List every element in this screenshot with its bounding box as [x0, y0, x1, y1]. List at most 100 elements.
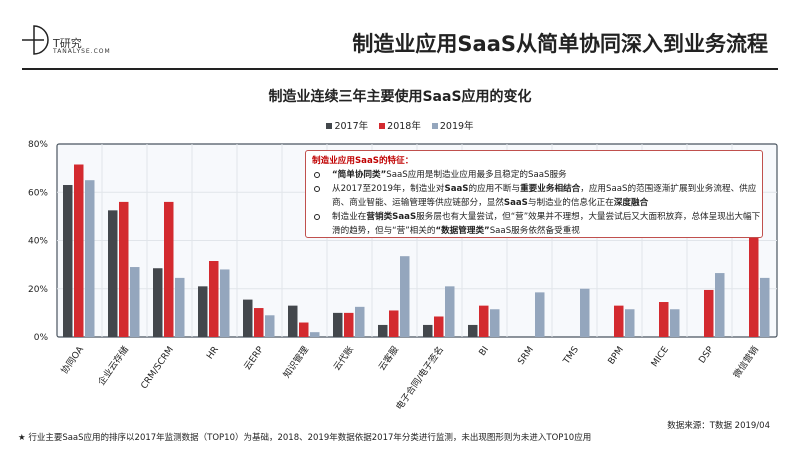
annotation-title: 制造业应用SaaS的特征： — [312, 156, 414, 166]
bar-2019年-HR — [220, 269, 230, 337]
bullet-text: SaaS — [503, 198, 528, 208]
bullet-text: 营销类SaaS — [366, 212, 417, 222]
bar-2017年-云ERP — [243, 299, 253, 337]
annotation-box: 制造业应用SaaS的特征： “简单协同类”SaaS应用是制造业应用最多且稳定的S… — [305, 150, 763, 238]
x-tick-label: CRM/SCRM — [139, 345, 176, 391]
legend-label: 2018年 — [387, 121, 421, 132]
x-tick-label: BI — [478, 345, 491, 358]
legend-swatch — [431, 123, 438, 129]
bar-2019年-云代账 — [355, 306, 365, 337]
bar-2017年-云代账 — [333, 312, 343, 337]
bar-2019年-企业云存储 — [130, 267, 140, 337]
legend-item-2017: 2017年 — [326, 121, 368, 132]
bar-2018年-协同OA — [74, 164, 84, 337]
legend-swatch — [379, 123, 386, 129]
bullet-icon — [314, 172, 320, 178]
bullet-icon — [314, 186, 320, 192]
bar-2018年-HR — [209, 261, 219, 337]
bullet-text: 与制造业的信息化正在 — [527, 198, 614, 208]
x-tick-label: MICE — [650, 345, 671, 369]
x-tick-label: 知识管理 — [280, 344, 310, 380]
x-tick-label: 微信营销 — [730, 344, 760, 380]
bar-2018年-DSP — [704, 289, 714, 337]
bar-2019年-DSP — [715, 273, 725, 337]
annotation-bullet: “简单协同类”SaaS应用是制造业应用最多且稳定的SaaS服务 — [312, 168, 762, 182]
bullet-text: 深度融合 — [613, 198, 649, 208]
bar-2018年-BPM — [614, 305, 624, 337]
bar-2017年-HR — [198, 286, 208, 337]
bar-2017年-企业云存储 — [108, 210, 118, 337]
bar-2017年-协同OA — [63, 185, 73, 337]
bullet-text: SaaS — [444, 184, 469, 194]
logo — [22, 25, 49, 55]
bullet-icon — [314, 214, 320, 220]
bar-2019年-协同OA — [85, 180, 95, 337]
bar-2019年-SRM — [535, 292, 545, 337]
header-divider — [22, 68, 778, 70]
bar-2018年-电子合同/电子签名 — [434, 316, 444, 337]
bar-2018年-云代账 — [344, 312, 354, 337]
x-tick-label: SRM — [516, 345, 536, 367]
bullet-text: 的应用不断与 — [468, 184, 521, 194]
bar-2019年-BPM — [625, 309, 635, 337]
legend-label: 2019年 — [439, 121, 474, 132]
bar-2017年-云客服 — [378, 324, 388, 337]
x-tick-label: 云代账 — [331, 344, 356, 372]
bar-2019年-CRM/SCRM — [175, 277, 185, 337]
legend-item-2019: 2019年 — [431, 121, 474, 132]
logo-domain: TANALYSE.COM — [53, 48, 111, 55]
bar-2019年-BI — [490, 309, 500, 337]
bar-2018年-BI — [479, 305, 489, 337]
bullet-text: 服务层也有大量尝试，但“营”效果并不理想，大量尝试后又大面积放弃，总体呈现出大幅… — [332, 212, 761, 236]
legend-item-2018: 2018年 — [379, 121, 421, 132]
logo-text: T研究 — [53, 37, 82, 50]
bar-2018年-云ERP — [254, 308, 264, 337]
bullet-text: “数据管理类” — [435, 226, 490, 236]
bar-2017年-电子合同/电子签名 — [423, 324, 433, 337]
x-tick-label: 电子合同/电子签名 — [393, 344, 446, 412]
x-tick-label: DSP — [697, 345, 716, 366]
y-tick-label: 60% — [28, 188, 48, 198]
data-source: 数据来源：T数据 2019/04 — [667, 421, 770, 431]
bar-2017年-CRM/SCRM — [153, 268, 163, 337]
x-tick-label: HR — [205, 345, 221, 361]
bar-2018年-MICE — [659, 302, 669, 337]
x-tick-label: 企业云存储 — [95, 344, 131, 388]
bar-2019年-云ERP — [265, 315, 275, 337]
chart-legend: 2017年 2018年 2019年 — [0, 118, 800, 132]
bar-2019年-电子合同/电子签名 — [445, 286, 455, 337]
y-tick-label: 0% — [34, 333, 49, 343]
bar-2018年-微信营销 — [749, 233, 759, 337]
bullet-text: 重要业务相结合 — [520, 184, 581, 194]
x-tick-label: 云客服 — [376, 344, 401, 373]
bullet-text: 制造业在 — [332, 212, 367, 222]
bar-2019年-TMS — [580, 288, 590, 337]
bullet-text: ，应用SaaS的范围逐渐扩展到业务流程、供应商、商业智能、运输管理等供应链部分，… — [332, 184, 757, 208]
bar-2017年-知识管理 — [288, 305, 298, 337]
y-tick-label: 80% — [28, 140, 48, 150]
bullet-text: SaaS服务依然备受重视 — [489, 226, 580, 236]
bar-2018年-CRM/SCRM — [164, 201, 174, 337]
bar-2019年-微信营销 — [760, 277, 770, 337]
bar-2019年-知识管理 — [310, 332, 320, 337]
legend-swatch — [326, 123, 333, 129]
bar-2018年-云客服 — [389, 310, 399, 337]
x-tick-label: BPM — [607, 345, 626, 367]
y-tick-label: 20% — [28, 285, 48, 295]
bullet-text: SaaS应用是制造业应用最多且稳定的SaaS服务 — [386, 170, 567, 180]
annotation-bullet: 制造业在营销类SaaS服务层也有大量尝试，但“营”效果并不理想，大量尝试后又大面… — [312, 210, 762, 238]
bar-2017年-BI — [468, 324, 478, 337]
bar-2018年-知识管理 — [299, 322, 309, 337]
footnote: ★ 行业主要SaaS应用的排序以2017年监测数据（TOP10）为基础，2018… — [18, 433, 592, 443]
x-tick-label: 协同OA — [58, 343, 86, 376]
legend-label: 2017年 — [334, 121, 369, 132]
x-tick-label: TMS — [561, 345, 581, 367]
bullet-text: “简单协同类” — [332, 170, 387, 180]
bar-2019年-云客服 — [400, 256, 410, 337]
annotation-bullet: 从2017至2019年，制造业对SaaS的应用不断与重要业务相结合，应用SaaS… — [312, 182, 762, 210]
y-tick-label: 40% — [28, 237, 48, 247]
bar-2019年-MICE — [670, 309, 680, 337]
page-title: 制造业应用SaaS从简单协同深入到业务流程 — [352, 32, 768, 56]
x-tick-label: 云ERP — [243, 345, 267, 373]
bar-2018年-企业云存储 — [119, 201, 129, 337]
